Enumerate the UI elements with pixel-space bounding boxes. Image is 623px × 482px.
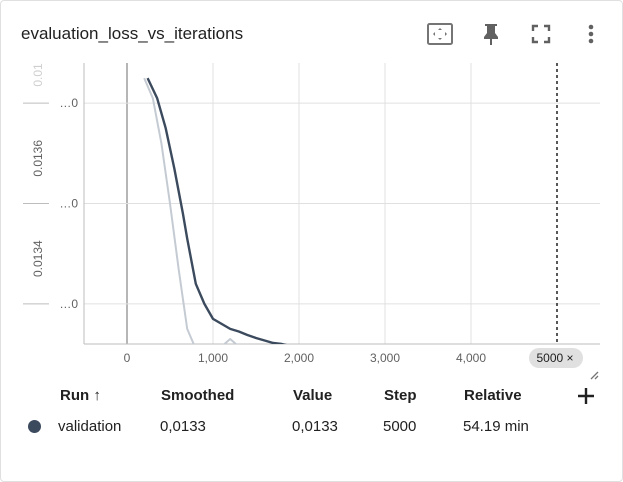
x-tick-label: 2,000 <box>284 351 314 365</box>
more-vert-icon <box>588 24 594 44</box>
add-column-button[interactable] <box>572 382 600 410</box>
relative-cell: 54.19 min <box>463 418 529 435</box>
line-chart[interactable]: 0 1,000 2,000 3,000 4,000 …0 …0 …0 0.0136 0.0134 0… <box>1 1 622 381</box>
col-header-run[interactable]: Run ↑ <box>60 387 101 404</box>
smoothed-cell: 0,0133 <box>160 418 206 435</box>
col-header-value[interactable]: Value <box>293 387 333 404</box>
fit-domain-icon <box>427 23 453 45</box>
col-header-smoothed[interactable]: Smoothed <box>161 387 235 404</box>
y-tick-label: …0 <box>59 297 78 311</box>
chart-title: evaluation_loss_vs_iterations <box>21 24 244 43</box>
x-tick-label: 4,000 <box>456 351 486 365</box>
run-name-cell: validation <box>58 418 122 435</box>
fullscreen-button[interactable] <box>526 19 556 49</box>
y-axis-number: 0.0136 <box>31 140 45 177</box>
plus-icon <box>578 388 594 404</box>
x-tick-label: 1,000 <box>198 351 228 365</box>
y-axis-number: 0.0134 <box>31 240 45 277</box>
fullscreen-icon <box>531 24 551 44</box>
step-chip-bg <box>529 348 583 368</box>
pin-button[interactable] <box>476 19 506 49</box>
value-cell: 0,0133 <box>292 418 338 435</box>
x-tick-label: 3,000 <box>370 351 400 365</box>
y-axis-partial-label: 0.01 <box>31 63 45 87</box>
step-chip-label: 5000 × <box>536 351 573 365</box>
smoothed-series-line <box>146 77 288 344</box>
step-cell: 5000 <box>383 418 417 435</box>
more-options-button[interactable] <box>576 19 606 49</box>
resize-handle-icon <box>590 371 599 380</box>
y-tick-label: …0 <box>59 197 78 211</box>
col-header-relative[interactable]: Relative <box>464 387 522 404</box>
run-color-dot <box>28 420 41 433</box>
pin-icon <box>484 24 498 45</box>
x-tick-label: 0 <box>124 351 131 365</box>
raw-series-line <box>143 77 238 344</box>
col-header-step[interactable]: Step <box>384 387 417 404</box>
y-tick-label: …0 <box>59 96 78 110</box>
fit-domain-button[interactable] <box>425 19 455 49</box>
